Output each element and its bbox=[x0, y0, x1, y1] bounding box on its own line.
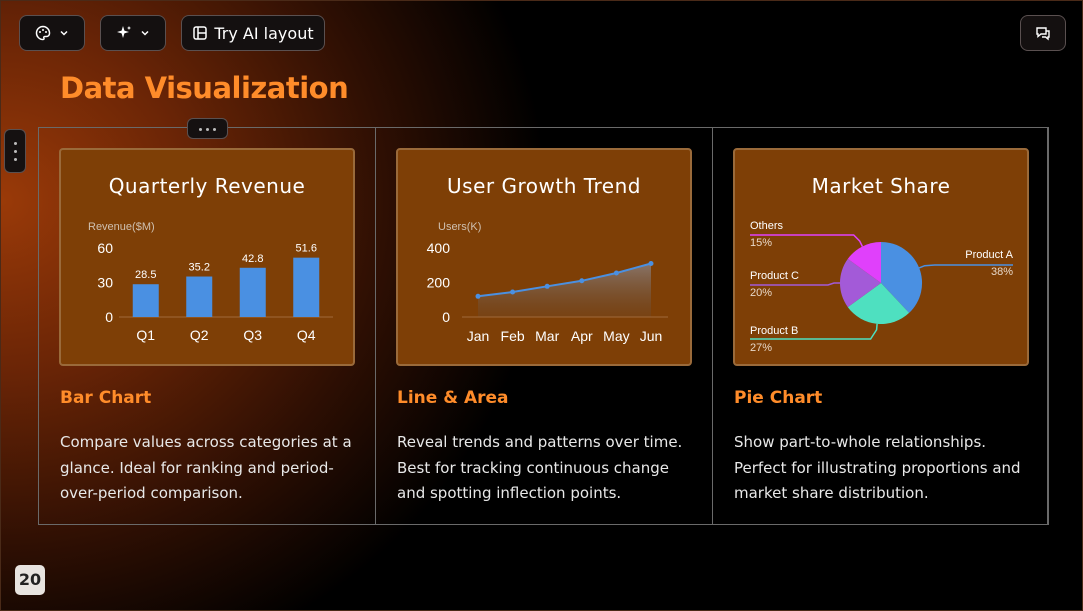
slice-value-label: 15% bbox=[750, 237, 772, 249]
y-axis-label: Revenue($M) bbox=[88, 221, 155, 233]
try-ai-layout-label: Try AI layout bbox=[214, 23, 314, 43]
content-grid: Quarterly Revenue Revenue($M) 0 30 60 28.5 Q1… bbox=[38, 127, 1049, 525]
pie-chart: Product A 38% Product B 27% Product C 20% Othe… bbox=[750, 220, 1014, 354]
chart-card[interactable]: User Growth Trend Users(K) 0 200 400 Jan Feb M… bbox=[396, 148, 692, 366]
leader-line bbox=[918, 264, 1013, 269]
x-tick-label: Q1 bbox=[136, 327, 155, 343]
y-axis-label: Users(K) bbox=[438, 221, 481, 233]
data-point bbox=[475, 293, 481, 299]
area-fill bbox=[478, 263, 651, 317]
chevron-down-icon bbox=[60, 30, 68, 36]
data-label: 51.6 bbox=[296, 243, 317, 255]
bar bbox=[293, 257, 320, 317]
x-tick-label: May bbox=[603, 328, 629, 344]
y-tick-label: 0 bbox=[105, 309, 113, 325]
x-tick-label: Q4 bbox=[297, 327, 316, 343]
chart-type-heading: Pie Chart bbox=[734, 388, 823, 408]
slice-name-label: Product B bbox=[750, 325, 798, 337]
x-tick-label: Q3 bbox=[243, 327, 262, 343]
x-tick-label: Apr bbox=[571, 328, 593, 344]
x-tick-label: Feb bbox=[501, 328, 525, 344]
y-tick-label: 30 bbox=[97, 275, 113, 291]
data-point bbox=[579, 278, 585, 284]
data-point bbox=[648, 261, 654, 267]
slice-value-label: 20% bbox=[750, 287, 772, 299]
chart-type-heading: Line & Area bbox=[397, 388, 509, 408]
x-tick-label: Jan bbox=[467, 328, 490, 344]
bar bbox=[132, 284, 159, 317]
y-tick-label: 200 bbox=[427, 275, 451, 291]
slide-title: Data Visualization bbox=[60, 71, 349, 105]
slice-value-label: 27% bbox=[750, 342, 772, 354]
leader-line bbox=[750, 234, 864, 247]
column-pie-chart: Market Share Product A 38% Product B 27% Pro… bbox=[713, 128, 1048, 524]
x-tick-label: Q2 bbox=[190, 327, 209, 343]
side-drag-handle[interactable] bbox=[4, 129, 26, 173]
ai-button[interactable] bbox=[100, 15, 166, 51]
chart-type-heading: Bar Chart bbox=[60, 388, 152, 408]
theme-button[interactable] bbox=[19, 15, 85, 51]
pie-slice bbox=[847, 283, 910, 325]
bar-chart: Revenue($M) 0 30 60 28.5 Q1 35.2 Q2 42.8 Q3 51.6 Q4 bbox=[88, 221, 333, 343]
palette-icon bbox=[35, 25, 51, 41]
chart-card[interactable]: Market Share Product A 38% Product B 27% Pro… bbox=[733, 148, 1029, 366]
leader-line bbox=[750, 323, 878, 340]
chart-description: Show part-to-whole relationships. Perfec… bbox=[734, 433, 1021, 502]
data-label: 35.2 bbox=[189, 262, 210, 274]
card-title: Quarterly Revenue bbox=[108, 174, 306, 198]
leader-line bbox=[750, 282, 840, 286]
chart-description: Reveal trends and patterns over time. Be… bbox=[397, 433, 683, 502]
card-title: Market Share bbox=[811, 174, 951, 198]
page-number: 20 bbox=[15, 565, 45, 595]
chart-description: Compare values across categories at a gl… bbox=[60, 433, 352, 502]
chevron-down-icon bbox=[141, 30, 149, 36]
try-ai-layout-button[interactable]: Try AI layout bbox=[181, 15, 325, 51]
column-line-chart: User Growth Trend Users(K) 0 200 400 Jan Feb M… bbox=[376, 128, 713, 524]
data-point bbox=[510, 289, 516, 295]
comment-icon bbox=[1036, 27, 1050, 41]
data-point bbox=[613, 270, 619, 276]
comment-button[interactable] bbox=[1020, 15, 1066, 51]
area-chart: Users(K) 0 200 400 Jan Feb Mar Apr May Jun bbox=[427, 221, 668, 344]
slice-value-label: 38% bbox=[991, 266, 1013, 278]
bar bbox=[239, 267, 266, 317]
y-tick-label: 60 bbox=[97, 240, 113, 256]
bar bbox=[186, 276, 213, 317]
y-tick-label: 400 bbox=[427, 240, 451, 256]
top-drag-handle[interactable] bbox=[187, 118, 228, 139]
slice-name-label: Product A bbox=[965, 249, 1013, 261]
slice-name-label: Others bbox=[750, 220, 784, 232]
x-tick-label: Mar bbox=[535, 328, 559, 344]
layout-icon bbox=[193, 26, 208, 40]
slice-name-label: Product C bbox=[750, 270, 799, 282]
data-label: 28.5 bbox=[135, 269, 156, 281]
series-line bbox=[477, 262, 652, 298]
chart-card[interactable]: Quarterly Revenue Revenue($M) 0 30 60 28.5 Q1… bbox=[59, 148, 355, 366]
pie-slice bbox=[839, 258, 881, 308]
pie-slice bbox=[881, 241, 923, 313]
data-label: 42.8 bbox=[242, 253, 263, 265]
sparkle-icon bbox=[117, 26, 131, 38]
column-bar-chart: Quarterly Revenue Revenue($M) 0 30 60 28.5 Q1… bbox=[39, 128, 376, 524]
x-tick-label: Jun bbox=[640, 328, 663, 344]
data-point bbox=[544, 283, 550, 289]
y-tick-label: 0 bbox=[442, 309, 450, 325]
card-title: User Growth Trend bbox=[447, 174, 641, 198]
pie-slice bbox=[847, 242, 881, 283]
